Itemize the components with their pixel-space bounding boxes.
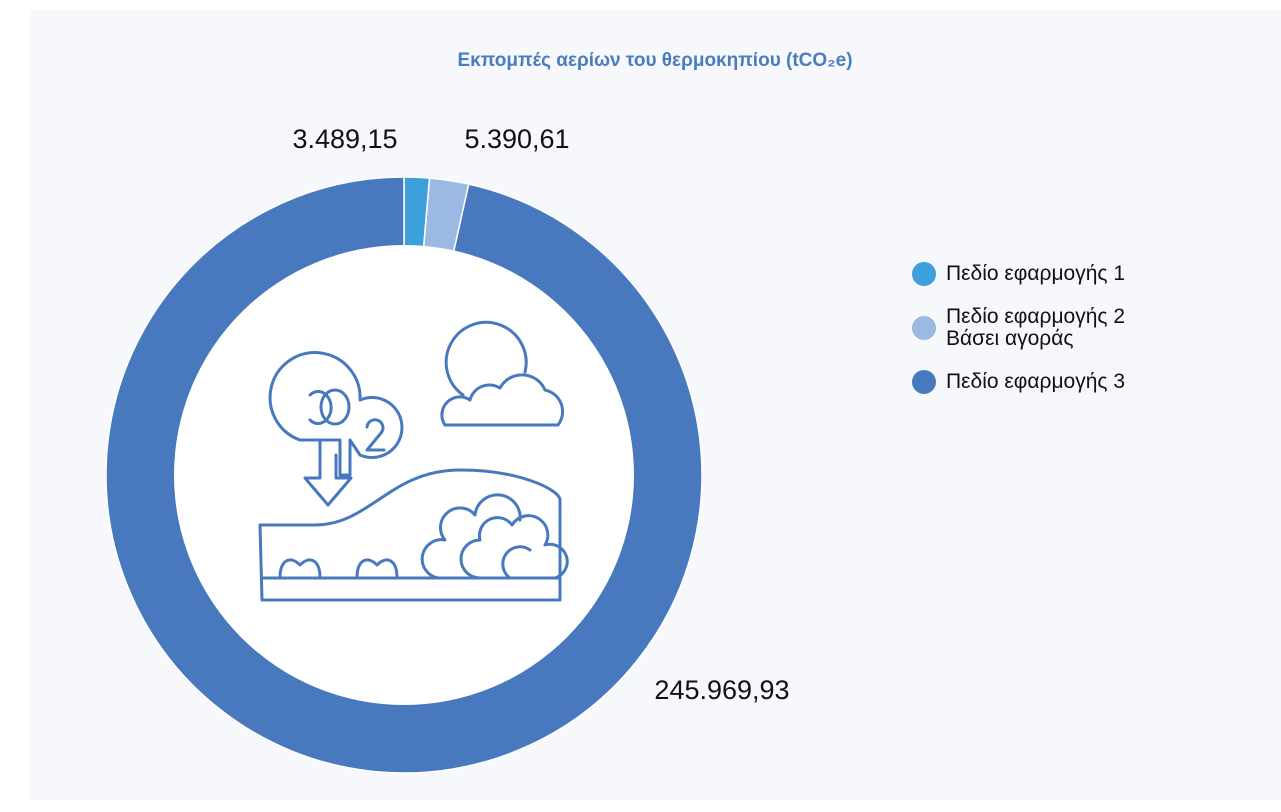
co2-icon: [258, 320, 569, 602]
value-label: 5.390,61: [464, 124, 569, 154]
legend-label: Πεδίο εφαρμογής 3: [946, 370, 1126, 393]
legend-label: Πεδίο εφαρμογής 2 Βάσει αγοράς: [946, 305, 1126, 350]
legend-swatch: [912, 316, 936, 340]
donut-hole: [174, 245, 634, 705]
value-label: 3.489,15: [292, 124, 397, 154]
legend-label: Πεδίο εφαρμογής 1: [946, 262, 1126, 285]
legend-item: Πεδίο εφαρμογής 1: [912, 262, 1125, 286]
legend-swatch: [912, 262, 936, 286]
legend-swatch: [912, 370, 936, 394]
legend: Πεδίο εφαρμογής 1 Πεδίο εφαρμογής 2 Βάσει…: [912, 262, 1125, 414]
value-label: 245.969,93: [654, 675, 789, 705]
legend-item: Πεδίο εφαρμογής 3: [912, 370, 1125, 394]
legend-item: Πεδίο εφαρμογής 2 Βάσει αγοράς: [912, 306, 1125, 350]
chart-title: Εκπομπές αερίων του θερμοκηπίου (tCO₂e): [457, 50, 852, 71]
